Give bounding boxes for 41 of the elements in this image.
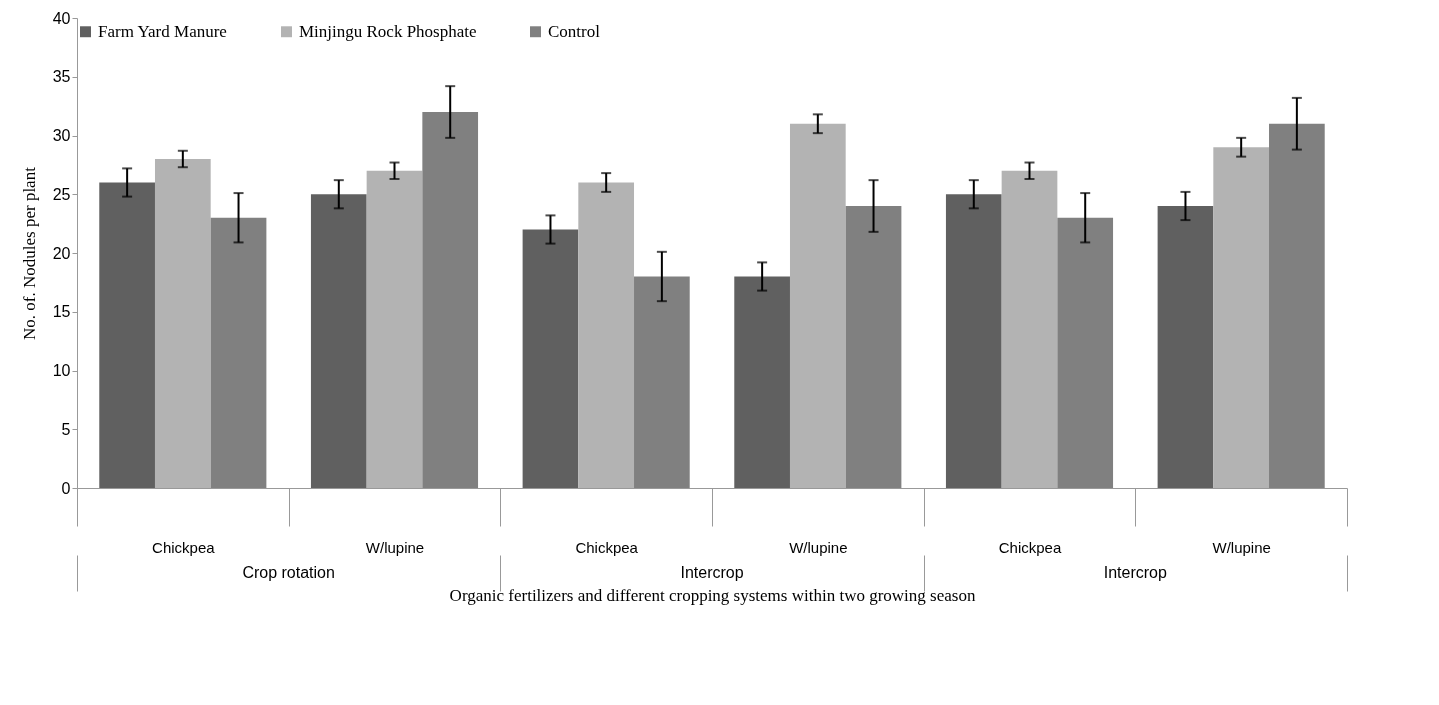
legend-label: Farm Yard Manure [98, 21, 227, 41]
bar [1057, 217, 1114, 488]
x-tick-label: W/lupine [1212, 538, 1271, 556]
x-tick-label: Chickpea [998, 538, 1062, 556]
y-tick-label: 20 [52, 244, 71, 262]
text: Crop rotation [242, 564, 335, 581]
x-tick-label: Chickpea [152, 538, 216, 556]
bar [1001, 170, 1058, 488]
bar [1213, 147, 1270, 488]
x-tick-label: Chickpea [575, 538, 639, 556]
y-tick-label: 30 [52, 127, 71, 144]
x-axis-title: Organic fertilizers and different cropping systems within two growing season [449, 585, 976, 605]
x-tick-label: W/lupine [365, 538, 425, 556]
bar [366, 170, 423, 488]
text: Intercrop [680, 564, 744, 581]
bar [99, 182, 155, 488]
y-tick-label: 15 [52, 303, 71, 321]
text: Intercrop [1103, 564, 1168, 581]
bar [310, 194, 367, 488]
bar [154, 159, 211, 488]
bar [522, 229, 579, 488]
bar [845, 206, 902, 488]
y-tick-label: 35 [52, 68, 71, 86]
y-axis-title: No. of. Nodules per plant [19, 166, 39, 340]
y-tick-label: 5 [61, 420, 71, 438]
bar [734, 276, 790, 488]
bar [634, 276, 690, 488]
bar [945, 194, 1002, 488]
bar [422, 112, 479, 488]
y-tick-label: 25 [52, 185, 71, 203]
x-tick-label: W/lupine [789, 538, 848, 556]
bar [1157, 206, 1214, 488]
y-tick-label: 0 [61, 479, 71, 497]
bar [1269, 123, 1325, 488]
legend-label: Control [548, 21, 601, 41]
bar [210, 217, 267, 488]
legend-label: Minjingu Rock Phosphate [299, 21, 477, 41]
y-tick-label: 40 [52, 9, 71, 27]
y-tick-label: 10 [52, 362, 71, 379]
bar [578, 182, 635, 488]
bar [789, 123, 846, 488]
